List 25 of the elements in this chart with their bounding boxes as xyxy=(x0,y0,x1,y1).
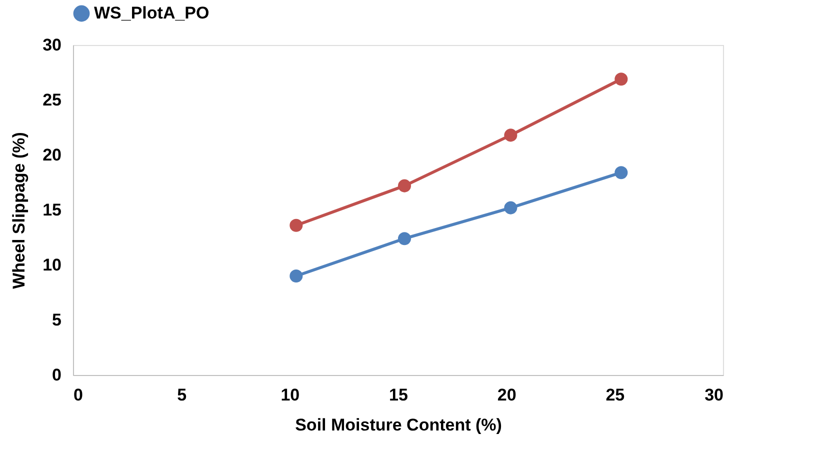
point xyxy=(398,179,412,192)
point xyxy=(614,166,628,180)
y-tick-label: 25 xyxy=(42,90,62,110)
x-tick-label: 25 xyxy=(606,386,625,404)
point xyxy=(290,218,303,232)
legend-label: WS_PlotA_PO xyxy=(94,4,210,22)
point xyxy=(504,128,518,142)
point xyxy=(290,269,303,283)
x-tick-label: 5 xyxy=(177,386,187,404)
y-tick-label: 30 xyxy=(42,36,62,54)
x-tick-label: 20 xyxy=(497,386,516,404)
point xyxy=(614,72,628,86)
x-tick-label: 10 xyxy=(280,386,300,404)
point xyxy=(504,201,518,214)
x-tick-label: 0 xyxy=(74,386,83,404)
y-axis-title: Wheel Slippage (%) xyxy=(10,132,29,289)
y-tick-label: 5 xyxy=(52,310,62,330)
x-tick-label: 30 xyxy=(704,386,724,404)
y-tick-label: 15 xyxy=(42,200,62,220)
y-tick-label: 20 xyxy=(42,146,62,164)
y-tick-label: 10 xyxy=(42,256,62,274)
x-tick-label: 15 xyxy=(389,386,408,404)
x-axis-title: Soil Moisture Content (%) xyxy=(295,416,502,434)
point xyxy=(398,232,412,246)
y-tick-label: 0 xyxy=(52,366,62,384)
